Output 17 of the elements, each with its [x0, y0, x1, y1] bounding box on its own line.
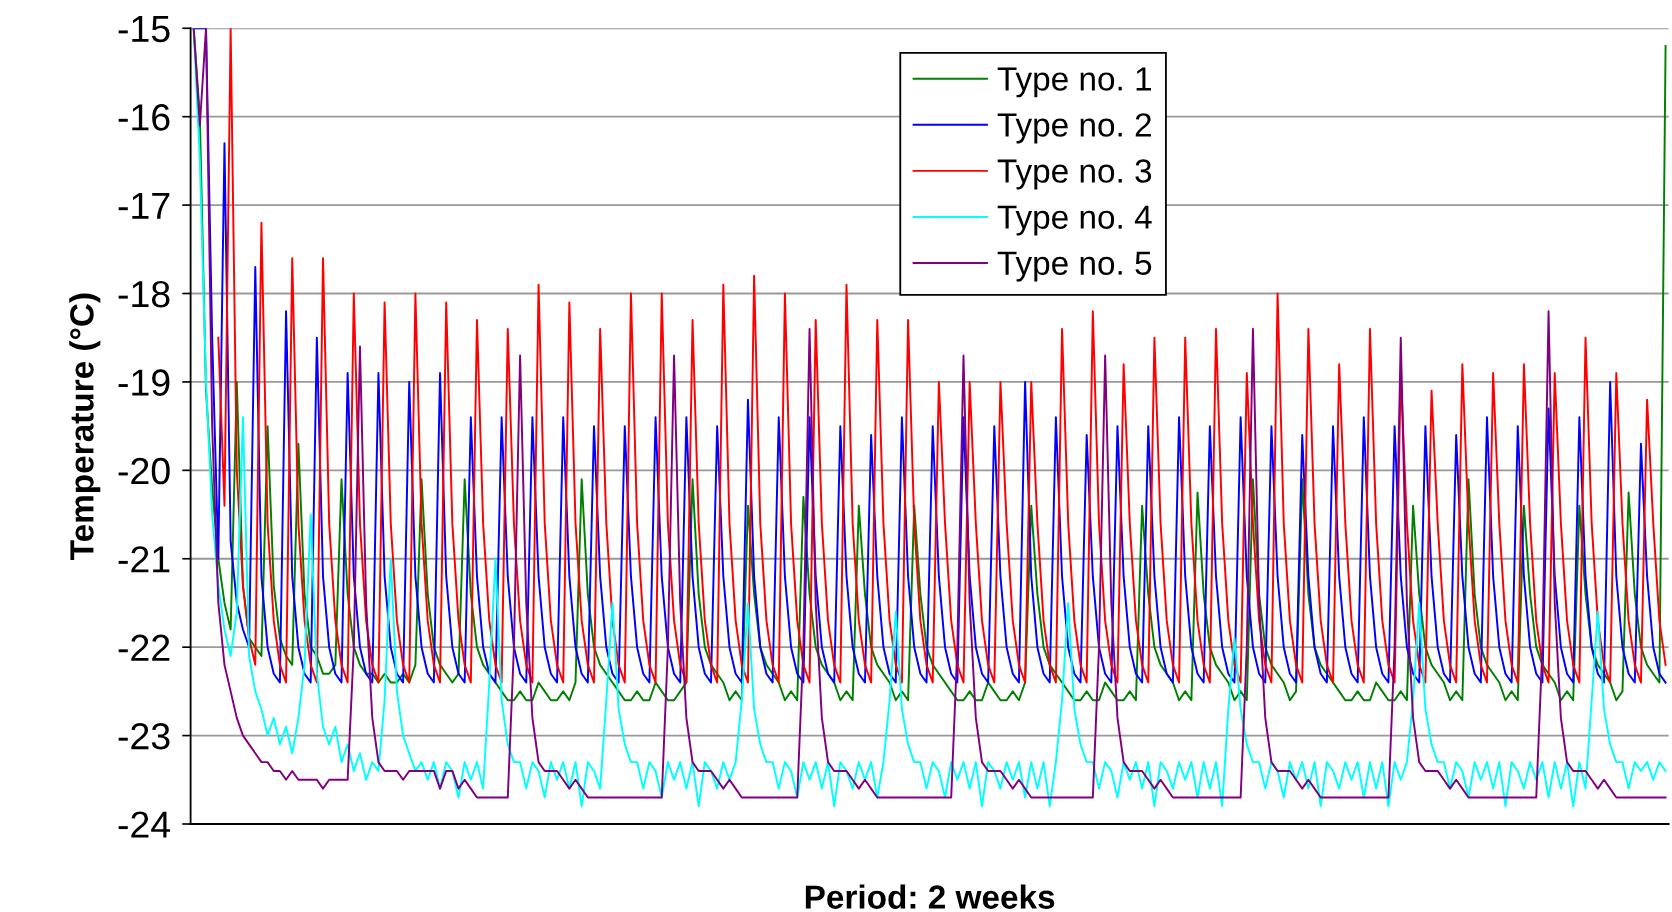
y-tick-label: -22 — [118, 634, 170, 661]
x-axis-title: Period: 2 weeks — [805, 884, 1055, 909]
y-tick-label: -20 — [118, 457, 170, 485]
legend-label: Type no. 4 — [997, 205, 1152, 236]
legend-label: Type no. 3 — [997, 159, 1152, 190]
y-tick-label: -24 — [118, 811, 171, 838]
y-tick-label: -15 — [118, 16, 170, 43]
legend-label: Type no. 2 — [997, 113, 1151, 144]
legend-label: Type no. 5 — [997, 251, 1152, 282]
y-tick-label: -18 — [118, 280, 170, 308]
y-axis-title: Temperature (°C) — [69, 293, 101, 560]
y-tick-label: -21 — [118, 546, 170, 573]
y-tick-label: -16 — [118, 104, 170, 131]
y-tick-label: -19 — [118, 369, 170, 396]
y-tick-label: -23 — [118, 722, 170, 750]
legend-label: Type no. 1 — [997, 67, 1151, 98]
y-tick-label: -17 — [118, 192, 170, 219]
